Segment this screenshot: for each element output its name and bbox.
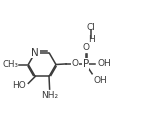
Text: HO: HO [12,81,26,90]
Text: P: P [83,59,89,69]
Text: O: O [83,44,90,53]
Text: N: N [31,48,39,58]
Text: OH: OH [94,76,107,85]
Text: NH₂: NH₂ [41,91,58,100]
Text: OH: OH [97,59,111,68]
Text: CH₃: CH₃ [2,60,18,69]
Text: H: H [88,35,95,44]
Text: Cl: Cl [87,23,96,32]
Text: O: O [72,59,79,68]
